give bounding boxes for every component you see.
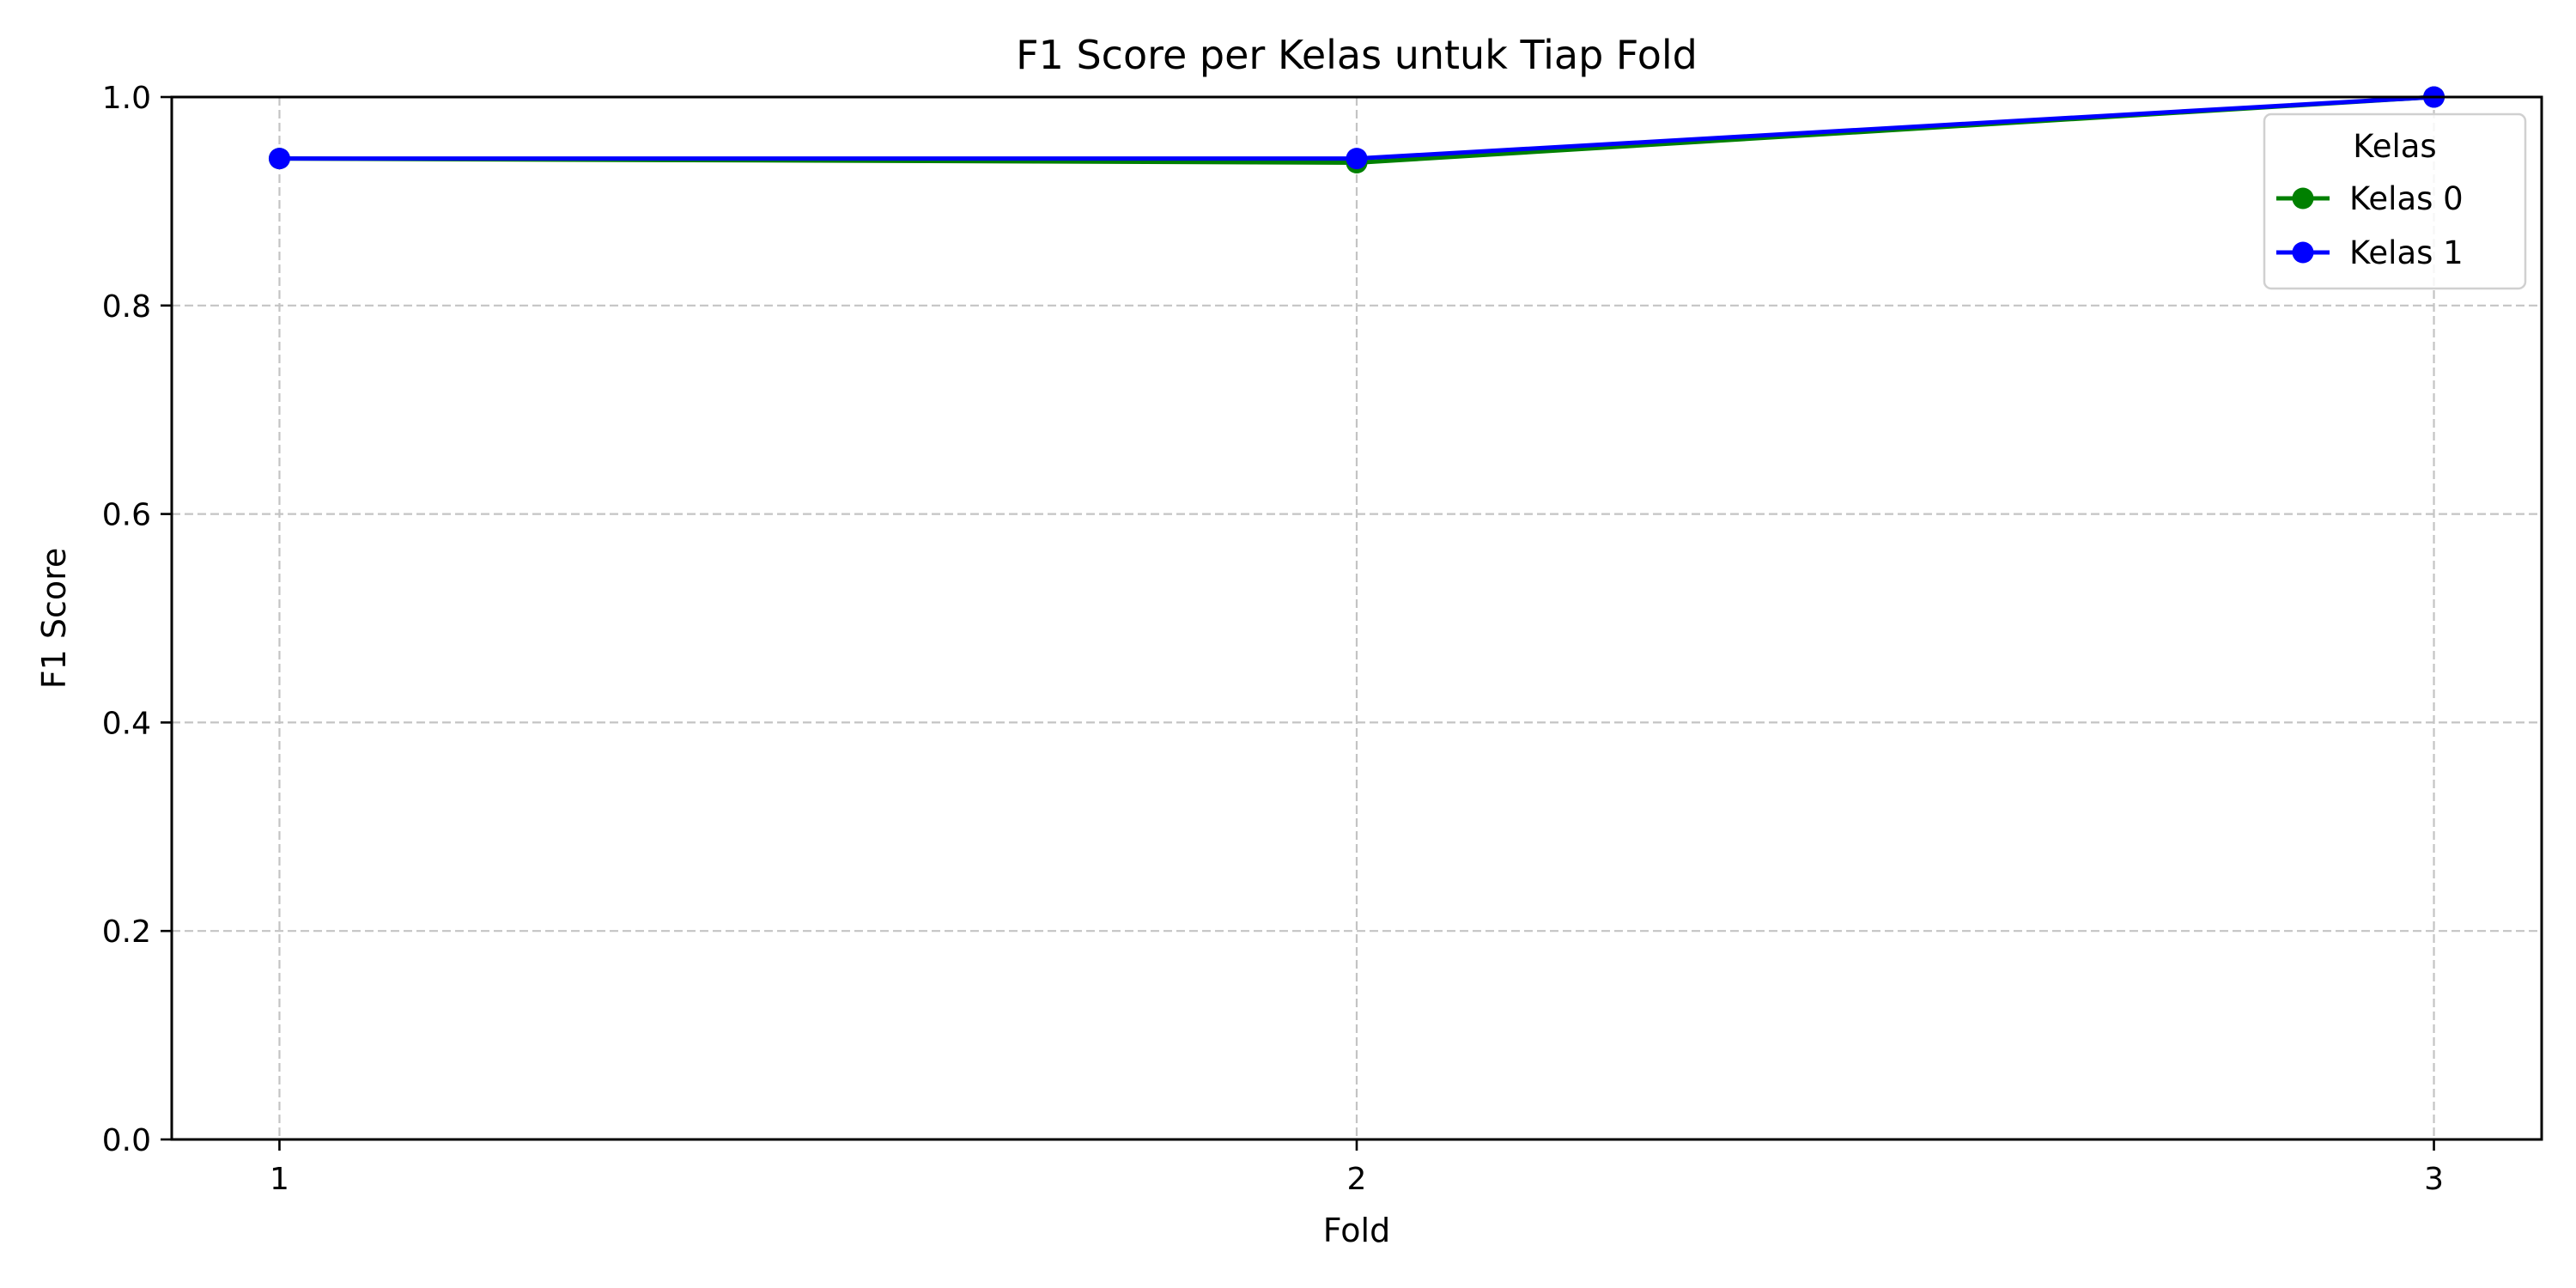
x-tick-label: 3: [2424, 1162, 2444, 1197]
y-tick-label: 0.4: [102, 706, 151, 741]
legend-marker: [2292, 187, 2314, 210]
y-axis-label: F1 Score: [35, 548, 73, 690]
legend-label: Kelas 1: [2349, 234, 2464, 271]
x-tick-label: 1: [270, 1162, 289, 1197]
legend: Kelas Kelas 0 Kelas 1: [2263, 112, 2527, 290]
legend-title: Kelas: [2353, 128, 2436, 165]
data-point-kelas-1: [1346, 148, 1368, 170]
axes: 0.0 0.2 0.4 0.6 0.8 1.0 1 2 3: [102, 81, 2444, 1197]
chart-title: F1 Score per Kelas untuk Tiap Fold: [1016, 32, 1698, 78]
y-tick-label: 1.0: [102, 81, 151, 116]
data-point-kelas-1: [268, 148, 290, 170]
y-tick-label: 0.6: [102, 498, 151, 533]
legend-marker: [2292, 241, 2314, 264]
y-tick-label: 0.8: [102, 289, 151, 325]
y-tick-label: 0.2: [102, 914, 151, 950]
legend-box: [2263, 112, 2527, 290]
legend-label: Kelas 0: [2349, 180, 2464, 217]
y-tick-label: 0.0: [102, 1123, 151, 1158]
x-axis-label: Fold: [1323, 1212, 1390, 1249]
x-tick-label: 2: [1347, 1162, 1367, 1197]
